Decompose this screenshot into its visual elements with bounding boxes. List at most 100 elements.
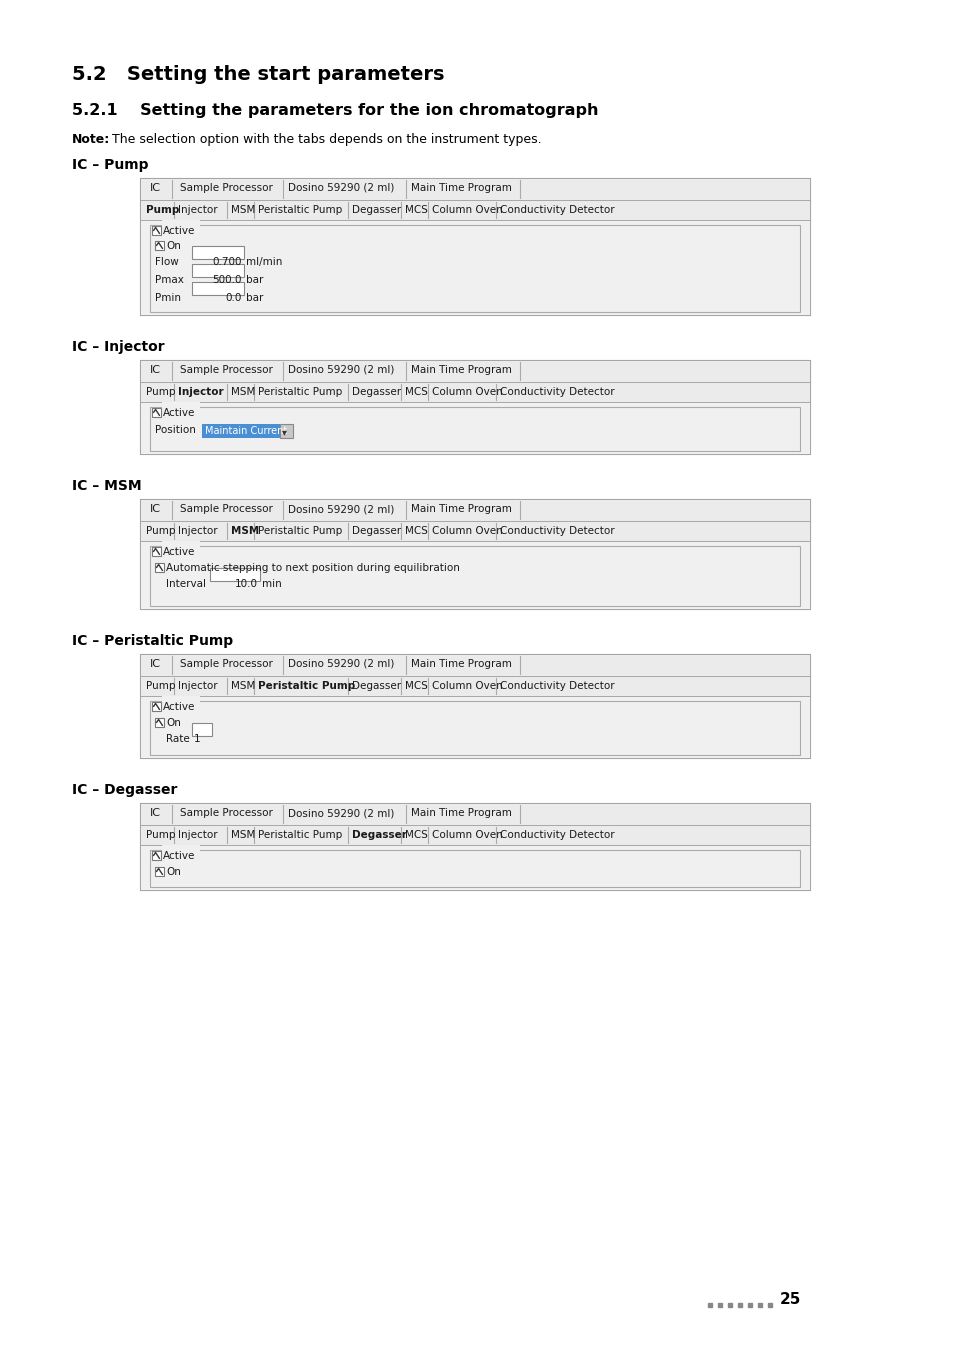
Bar [162,541,200,549]
Bar [150,225,800,312]
Text: Dosino 59290 (2 ml): Dosino 59290 (2 ml) [288,504,394,514]
Bar [140,521,809,541]
Text: Column Oven: Column Oven [432,526,502,536]
Text: Interval: Interval [166,579,206,589]
Text: Active: Active [163,702,195,711]
Text: Active: Active [163,850,195,861]
Text: ▾: ▾ [282,427,287,437]
Bar [140,676,809,697]
Text: IC: IC [150,809,161,818]
Text: Dosino 59290 (2 ml): Dosino 59290 (2 ml) [288,659,394,670]
Text: Peristaltic Pump: Peristaltic Pump [258,830,342,840]
Text: Sample Processor: Sample Processor [180,659,273,670]
Bar [154,563,164,572]
Bar [152,547,161,556]
Text: Injector: Injector [178,387,224,397]
Text: MCS: MCS [404,526,427,536]
Text: IC – Degasser: IC – Degasser [71,783,177,796]
Bar [280,424,293,437]
Text: Main Time Program: Main Time Program [411,364,512,375]
Text: Pmin: Pmin [154,293,181,302]
Bar [192,724,212,736]
Bar [140,382,809,402]
Text: Active: Active [163,408,195,418]
Text: Column Oven: Column Oven [432,680,502,691]
Bar [162,220,200,230]
Text: Pump: Pump [146,680,175,691]
Text: Column Oven: Column Oven [432,830,502,840]
Text: Automatic stepping to next position during equilibration: Automatic stepping to next position duri… [166,563,459,572]
Bar [162,697,200,705]
Text: Sample Processor: Sample Processor [180,809,273,818]
Text: Conductivity Detector: Conductivity Detector [499,526,615,536]
Text: Note:: Note: [71,134,111,146]
Text: MSM: MSM [231,387,255,397]
Bar [140,803,809,825]
Text: The selection option with the tabs depends on the instrument types.: The selection option with the tabs depen… [108,134,541,146]
Bar [154,867,164,876]
Text: IC: IC [150,659,161,670]
Text: Sample Processor: Sample Processor [180,364,273,375]
Text: Degasser: Degasser [352,387,401,397]
Text: IC: IC [150,184,161,193]
Text: MSM: MSM [231,830,255,840]
Bar [140,500,809,521]
Text: MCS: MCS [404,387,427,397]
Text: Degasser: Degasser [352,205,401,215]
Bar [192,265,244,277]
Text: MSM: MSM [231,526,259,536]
Text: Conductivity Detector: Conductivity Detector [499,830,615,840]
Text: Column Oven: Column Oven [432,387,502,397]
Text: Flow: Flow [154,256,178,267]
Text: Sample Processor: Sample Processor [180,504,273,514]
Text: Peristaltic Pump: Peristaltic Pump [258,526,342,536]
Bar [150,850,800,887]
Bar [154,242,164,250]
Text: On: On [166,867,181,878]
Text: Peristaltic Pump: Peristaltic Pump [258,680,355,691]
Text: Injector: Injector [178,680,218,691]
Bar [140,825,809,845]
Text: bar: bar [246,275,263,285]
Text: Conductivity Detector: Conductivity Detector [499,680,615,691]
Text: Conductivity Detector: Conductivity Detector [499,387,615,397]
Text: MCS: MCS [404,830,427,840]
Bar [140,402,809,454]
Text: Peristaltic Pump: Peristaltic Pump [258,205,342,215]
Bar [140,653,809,757]
Text: Conductivity Detector: Conductivity Detector [499,205,615,215]
Text: Injector: Injector [178,526,218,536]
Text: Dosino 59290 (2 ml): Dosino 59290 (2 ml) [288,184,394,193]
Text: 1: 1 [193,734,200,744]
Bar [210,568,260,580]
Text: bar: bar [246,293,263,302]
Text: ml/min: ml/min [246,256,282,267]
Text: MCS: MCS [404,205,427,215]
Bar [150,406,800,451]
Bar [140,845,809,890]
Text: 0.0: 0.0 [226,293,242,302]
Text: Degasser: Degasser [352,680,401,691]
Text: 25: 25 [780,1292,801,1308]
Text: Pump: Pump [146,387,175,397]
Text: Pmax: Pmax [154,275,184,285]
Bar [154,718,164,728]
Bar [152,702,161,711]
Text: IC – Pump: IC – Pump [71,158,149,171]
Text: Pump: Pump [146,830,175,840]
Text: Pump: Pump [146,205,179,215]
Text: IC: IC [150,364,161,375]
Bar [140,653,809,676]
Text: MCS: MCS [404,680,427,691]
Text: Main Time Program: Main Time Program [411,809,512,818]
Text: MSM: MSM [231,680,255,691]
Text: min: min [262,579,281,589]
Text: Pump: Pump [146,526,175,536]
Bar [140,178,809,200]
Text: Maintain Current: Maintain Current [205,427,287,436]
Bar [162,402,200,410]
Bar [152,225,161,235]
Bar [140,360,809,382]
Text: Dosino 59290 (2 ml): Dosino 59290 (2 ml) [288,364,394,375]
Text: 10.0: 10.0 [234,579,257,589]
